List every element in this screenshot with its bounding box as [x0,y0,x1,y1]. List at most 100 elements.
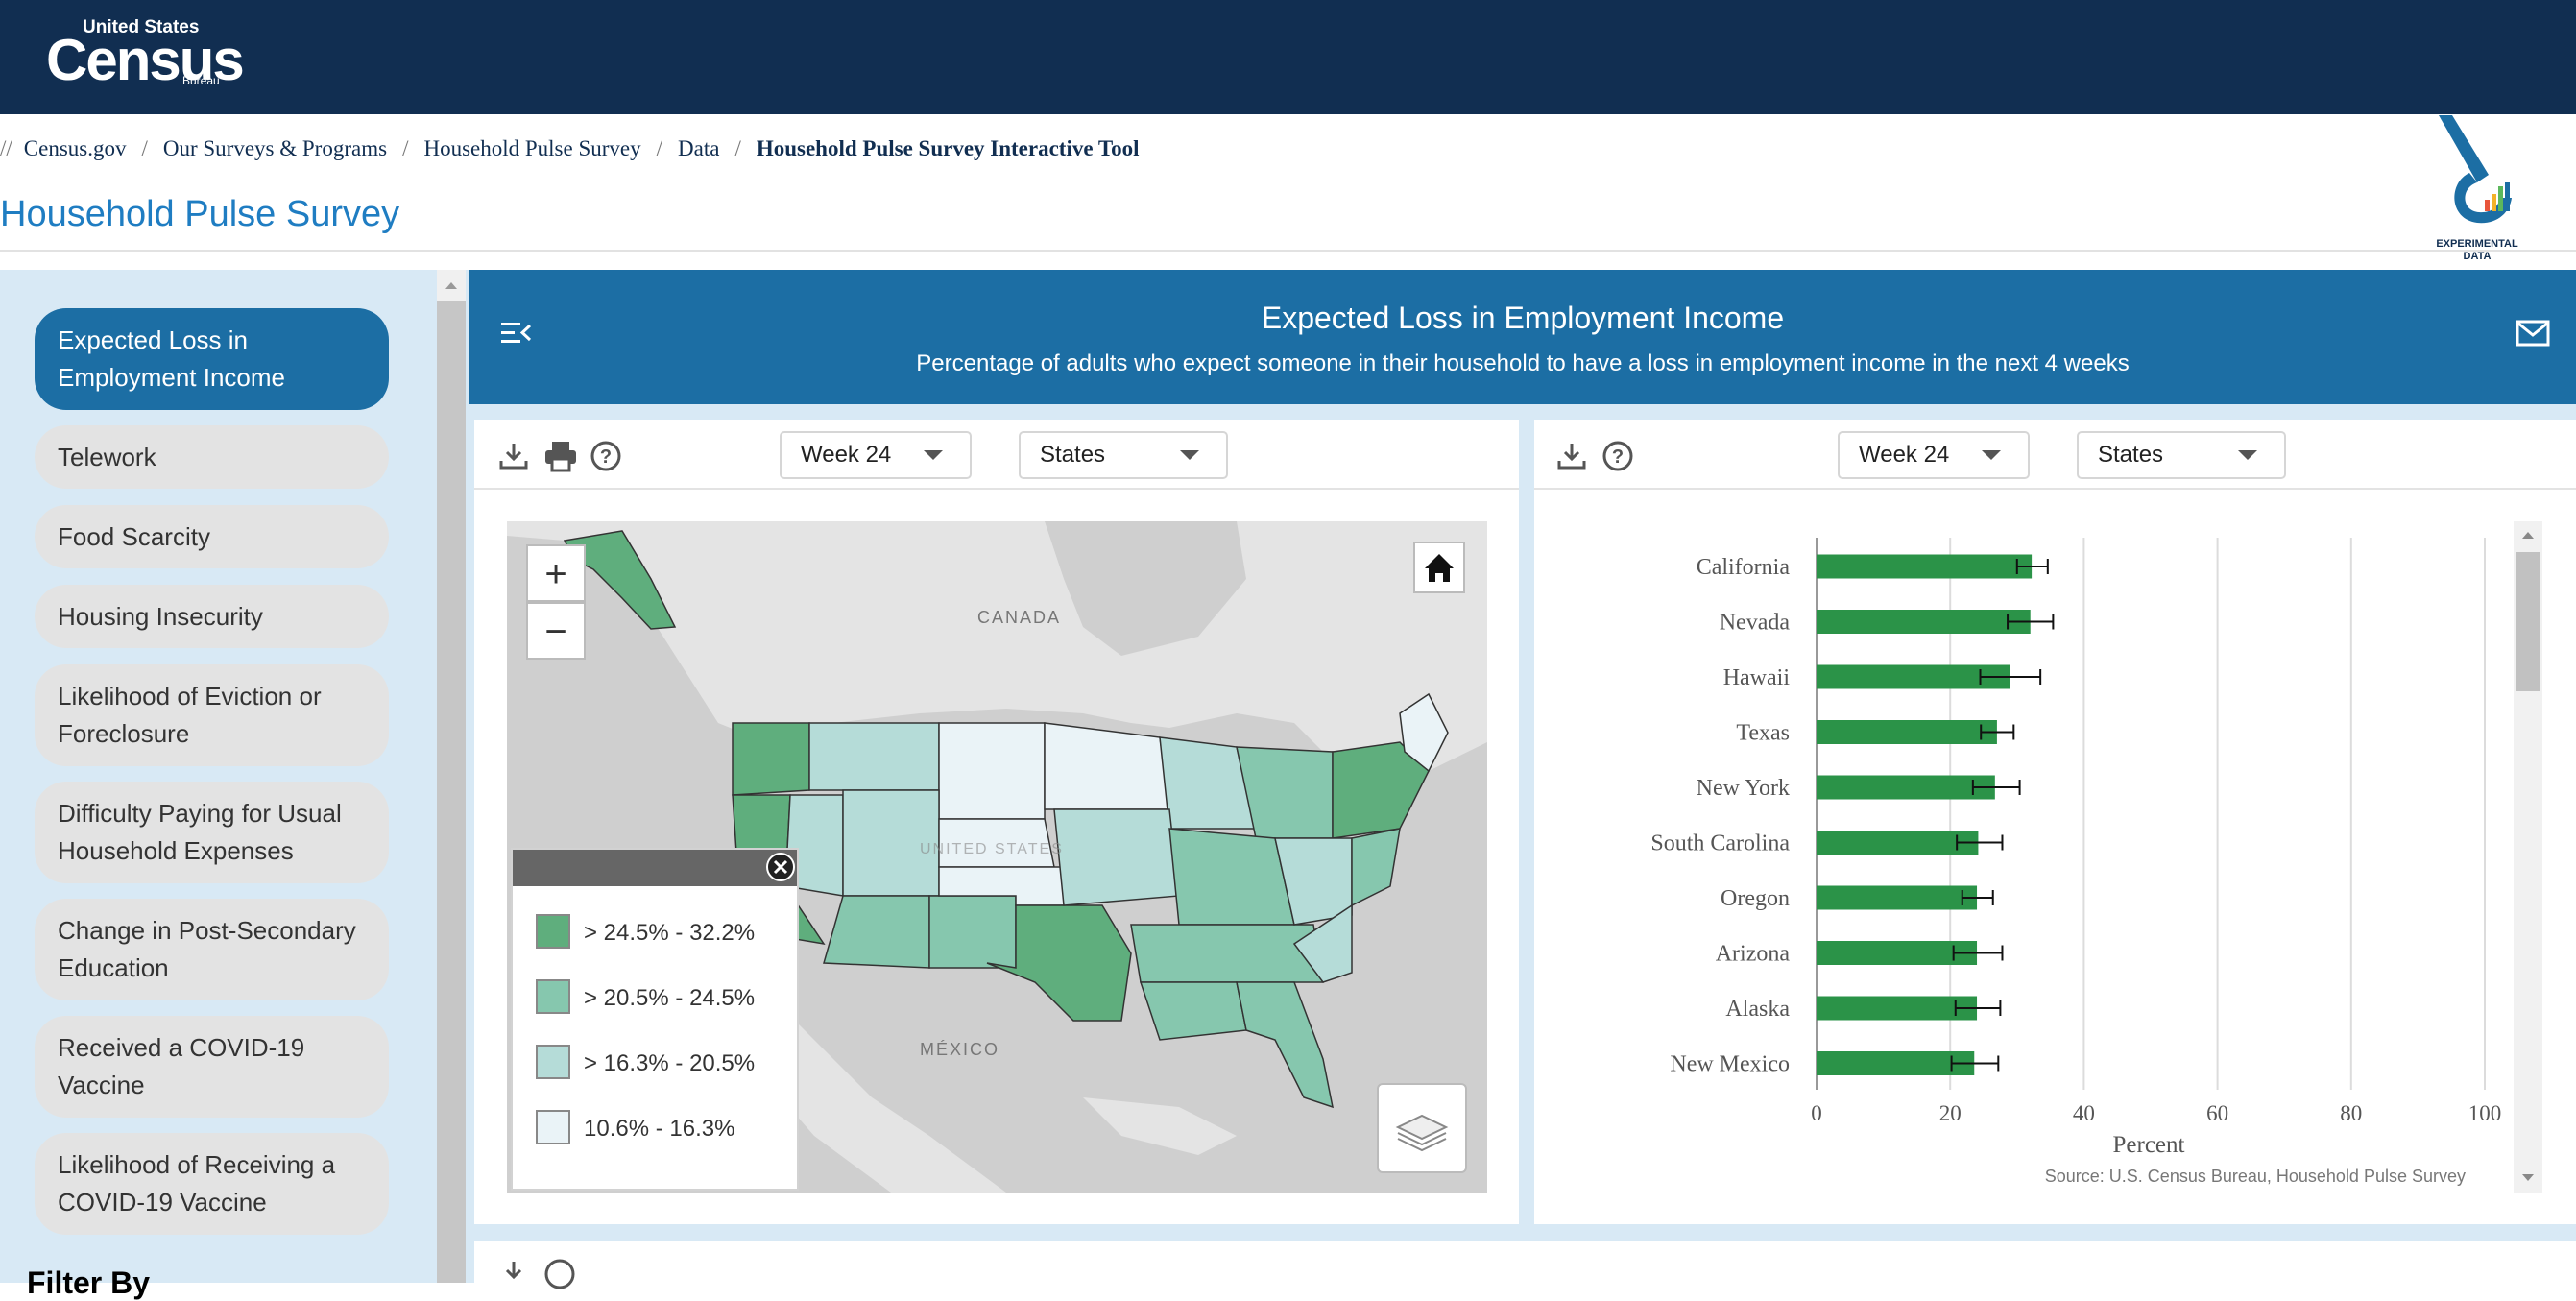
table-panel [474,1241,2576,1283]
chevron-down-icon [2238,450,2257,460]
sidebar-item-label: Food Scarcity [58,521,210,551]
sidebar [0,270,437,1283]
chevron-down-icon [924,450,943,460]
sidebar-item-food-scarcity[interactable]: Food Scarcity [35,505,389,568]
sidebar-item-label: Likelihood of Eviction or Foreclosure [58,682,322,748]
x-tick-label: 60 [2206,1101,2228,1125]
caret-down-icon[interactable] [2514,1166,2542,1189]
sidebar-item-eviction-foreclosure[interactable]: Likelihood of Eviction or Foreclosure [35,664,389,766]
map-label-canada: CANADA [977,608,1061,627]
caret-up-icon[interactable] [2514,523,2542,546]
close-icon[interactable] [764,851,797,883]
bar-hawaii[interactable] [1817,664,2010,689]
chart-week-select-value: Week 24 [1859,442,1950,468]
bar-nevada[interactable] [1817,610,2031,634]
bar-south-carolina[interactable] [1817,831,1979,855]
indicator-subtitle: Percentage of adults who expect someone … [916,350,2130,376]
bar-texas[interactable] [1817,720,1997,744]
chart-geo-select[interactable]: States [2077,431,2286,479]
help-icon[interactable]: ? [1601,440,1634,472]
caret-up-icon [445,282,457,289]
sidebar-item-telework[interactable]: Telework [35,425,389,489]
chart-week-select[interactable]: Week 24 [1838,431,2030,479]
chevron-down-icon [1180,450,1199,460]
sidebar-item-received-vaccine[interactable]: Received a COVID-19 Vaccine [35,1016,389,1118]
breadcrumb-current: Household Pulse Survey Interactive Tool [756,136,1140,160]
chart-source-note: Source: U.S. Census Bureau, Household Pu… [2045,1167,2466,1186]
basemap-toggle-button[interactable] [1377,1083,1467,1173]
chart-geo-select-value: States [2098,442,2164,468]
svg-text:?: ? [1612,446,1624,468]
filter-by-heading: Filter By [27,1265,151,1300]
badge-line-2: DATA [2463,251,2492,262]
sidebar-item-likelihood-vaccine[interactable]: Likelihood of Receiving a COVID-19 Vacci… [35,1133,389,1235]
sidebar-scrollbar[interactable] [437,270,466,1283]
layers-icon [1395,1114,1449,1152]
sidebar-item-post-secondary-education[interactable]: Change in Post-Secondary Education [35,899,389,1000]
bar-oregon[interactable] [1817,885,1978,910]
error-bar [1952,945,2004,961]
sidebar-item-label: Housing Insecurity [58,601,263,631]
page-title: Household Pulse Survey [0,194,400,234]
legend-swatch [536,1045,570,1079]
bar-chart: California Nevada Hawaii Texas New York South… [1650,538,2501,1186]
map-toolbar-divider [474,488,1519,490]
badge-line-1: EXPERIMENTAL [2436,238,2518,250]
census-logo[interactable]: United States Census Bureau [46,17,245,92]
download-icon[interactable] [1555,440,1588,472]
category-label: Oregon [1721,886,1790,911]
help-icon[interactable] [543,1258,576,1290]
error-bar [1956,834,2004,851]
sidebar-item-label: Likelihood of Receiving a COVID-19 Vacci… [58,1150,336,1217]
zoom-in-button[interactable]: + [526,544,586,602]
breadcrumb-household-pulse-survey[interactable]: Household Pulse Survey [423,136,641,160]
map-geo-select-value: States [1040,442,1106,468]
sidebar-item-expected-loss-income[interactable]: Expected Loss in Employment Income [35,308,389,410]
map-week-select[interactable]: Week 24 [780,431,972,479]
map-label-us: UNITED STATES [920,841,1064,857]
category-label: South Carolina [1650,831,1790,856]
bar-alaska[interactable] [1817,996,1978,1021]
bar-new-york[interactable] [1817,775,1995,800]
home-button[interactable] [1413,542,1465,593]
sidebar-item-housing-insecurity[interactable]: Housing Insecurity [35,585,389,648]
category-label: Hawaii [1723,665,1791,690]
collapse-menu-icon[interactable] [499,317,532,349]
choropleth-map[interactable]: CANADA MÉXICO UNITED STATES [507,521,1487,1193]
breadcrumb-surveys-programs[interactable]: Our Surveys & Programs [162,136,388,160]
sidebar-item-household-expenses[interactable]: Difficulty Paying for Usual Household Ex… [35,782,389,883]
legend-swatch [536,979,570,1014]
breadcrumb-data[interactable]: Data [678,136,720,160]
chevron-down-icon [1982,450,2001,460]
experimental-data-label: EXPERIMENTAL DATA [2420,238,2535,263]
breadcrumb-census-gov[interactable]: Census.gov [23,136,127,160]
map-week-select-value: Week 24 [801,442,892,468]
map-geo-select[interactable]: States [1019,431,1228,479]
bar-arizona[interactable] [1817,941,1978,965]
sidebar-item-label: Telework [58,442,156,471]
download-icon[interactable] [497,1258,530,1290]
chart-scrollbar-thumb[interactable] [2516,552,2540,691]
breadcrumb-separator: / [402,136,409,160]
top-header-bar [0,0,2576,114]
category-label: Alaska [1725,997,1790,1022]
print-icon[interactable] [543,440,578,472]
sidebar-item-label: Difficulty Paying for Usual Household Ex… [58,799,342,865]
chart-category-labels: California Nevada Hawaii Texas New York South… [1650,555,1790,1077]
bar-california[interactable] [1817,554,2033,579]
bar-new-mexico[interactable] [1817,1051,1975,1075]
download-icon[interactable] [497,440,530,472]
error-bar [1980,724,2015,740]
help-icon[interactable]: ? [590,440,622,472]
zoom-out-button[interactable]: − [526,602,586,660]
legend-label: > 20.5% - 24.5% [584,985,756,1011]
map-canvas: CANADA MÉXICO UNITED STATES [507,521,1487,1193]
mail-icon[interactable] [2516,317,2550,349]
category-label: New York [1697,776,1790,801]
breadcrumb-separator: / [141,136,148,160]
sidebar-item-label: Received a COVID-19 Vaccine [58,1033,305,1099]
sidebar-scroll-up-button[interactable] [437,270,466,301]
category-label: Arizona [1716,942,1791,967]
sidebar-item-label: Change in Post-Secondary Education [58,916,356,982]
indicator-banner [469,270,2576,404]
